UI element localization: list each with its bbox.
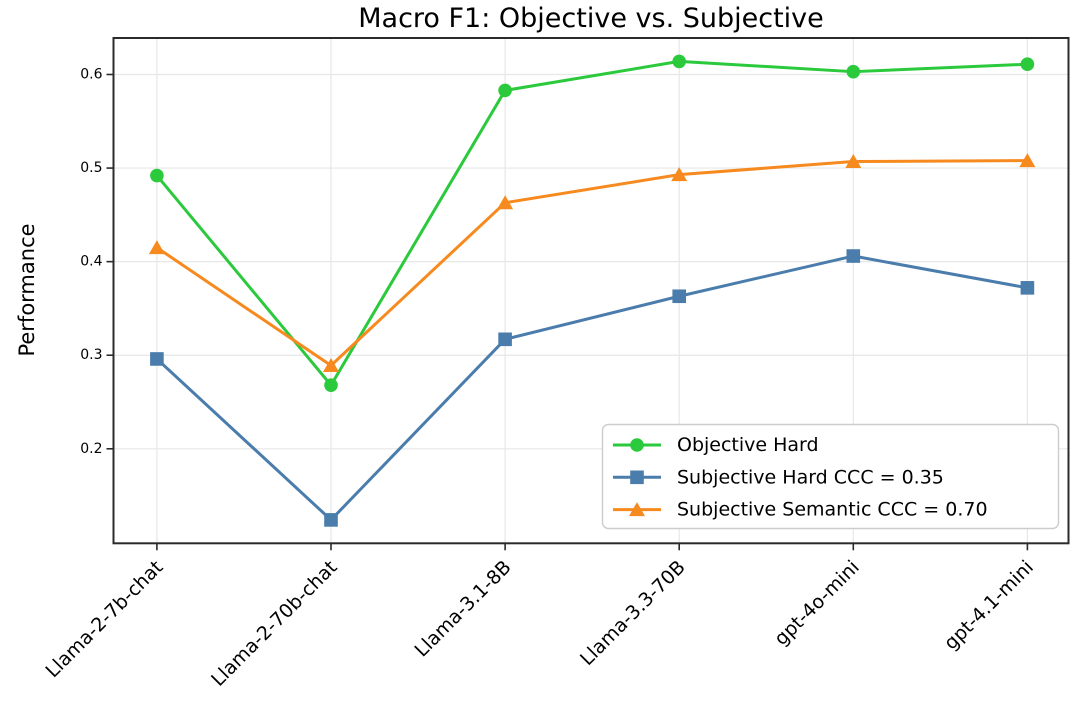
data-point-marker [672, 54, 686, 69]
legend-marker-square [630, 470, 644, 485]
series-objective-hard [150, 54, 1035, 392]
data-point-marker [148, 240, 165, 255]
series-line [155, 59, 1029, 387]
data-point-marker [323, 358, 339, 373]
y-tick-label: 0.4 [80, 254, 102, 270]
series-subjective-semantic-ccc-0-70 [148, 153, 1036, 373]
legend-label: Objective Hard [677, 434, 819, 456]
data-point-marker [671, 167, 688, 182]
series-line [155, 254, 1029, 522]
x-tick-label: Llama-3.3-70B [576, 556, 690, 670]
legend-label: Subjective Hard CCC = 0.35 [677, 466, 944, 488]
data-point-marker [846, 64, 861, 79]
legend: Objective Hard Subjective Hard CCC = 0.35… [601, 423, 1060, 530]
data-point-marker [150, 168, 164, 183]
x-tick-label: gpt-4.1-mini [940, 556, 1038, 654]
series-line [155, 159, 1029, 368]
data-point-marker [1019, 153, 1036, 168]
legend-marker-circle [630, 438, 644, 452]
legend-item: Subjective Hard CCC = 0.35 [613, 466, 944, 488]
x-tick-label: Llama-2-7b-chat [42, 556, 168, 682]
data-point-marker [150, 352, 164, 366]
data-point-marker [846, 249, 861, 263]
y-tick-label: 0.5 [80, 160, 102, 176]
legend-item: Subjective Semantic CCC = 0.70 [613, 499, 988, 521]
y-axis-label: Performance [15, 223, 39, 357]
y-tick-label: 0.2 [80, 441, 102, 457]
chart-title: Macro F1: Objective vs. Subjective [358, 3, 824, 34]
legend-marker-triangle [629, 502, 645, 517]
data-point-marker [498, 83, 512, 98]
data-point-marker [845, 154, 862, 169]
data-point-marker [498, 332, 512, 347]
data-point-marker [672, 289, 686, 304]
plot-box [112, 37, 1070, 545]
data-point-marker [324, 378, 338, 392]
legend-label: Subjective Semantic CCC = 0.70 [677, 499, 988, 521]
legend-item: Objective Hard [613, 434, 819, 456]
y-tick-label: 0.3 [80, 347, 102, 363]
data-point-marker [1020, 281, 1035, 295]
series-subjective-hard-ccc-0-35 [150, 249, 1035, 527]
data-point-marker [497, 195, 514, 210]
y-tick-label: 0.6 [80, 66, 102, 82]
x-tick-label: Llama-2-70b-chat [207, 556, 341, 690]
data-point-marker [324, 513, 338, 527]
legend-box [601, 423, 1060, 530]
x-tick-label: gpt-4o-mini [770, 556, 864, 650]
x-tick-label: Llama-3.1-8B [410, 556, 515, 661]
data-point-marker [1020, 57, 1035, 72]
